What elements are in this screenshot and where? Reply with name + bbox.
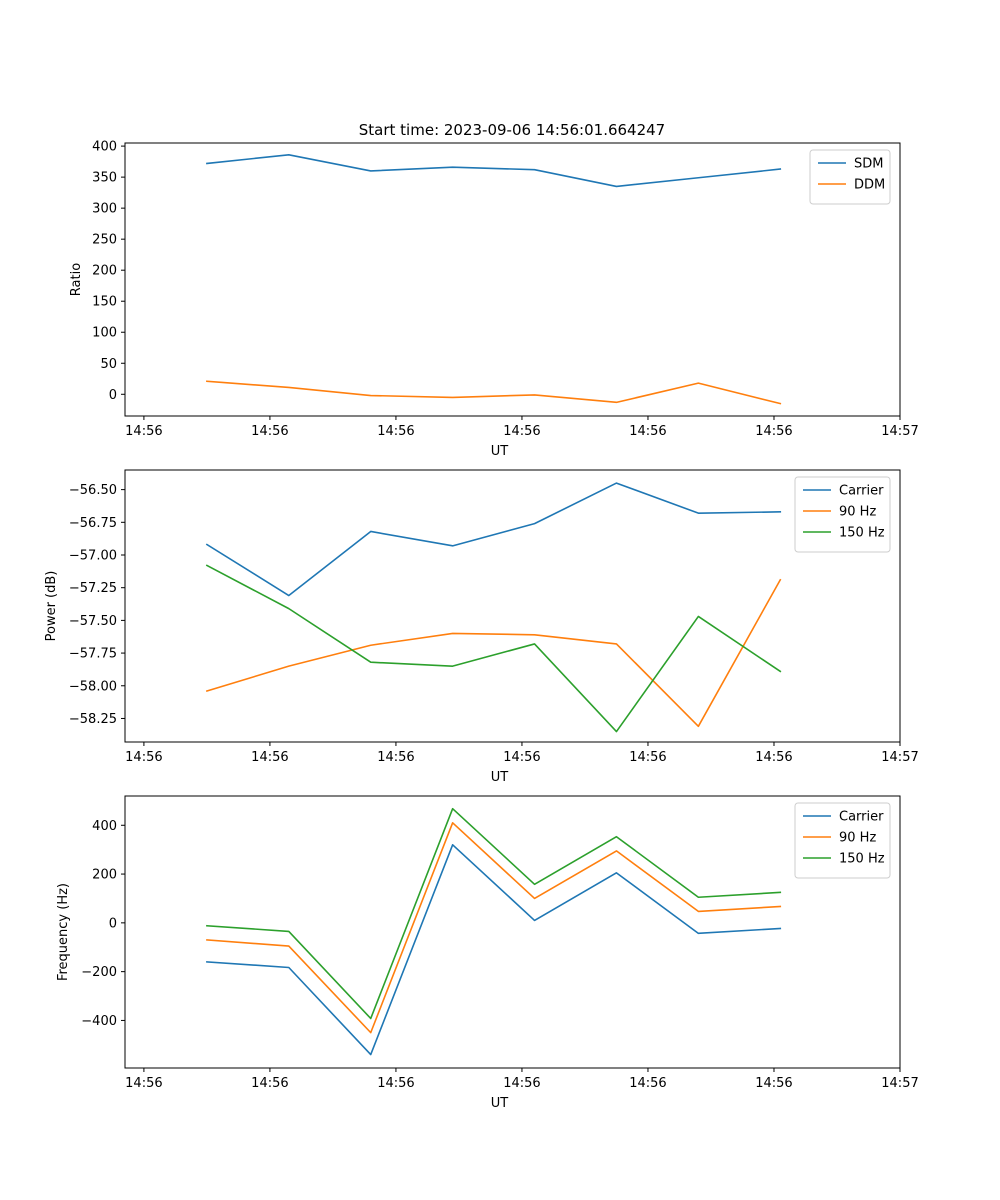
x-axis-label: UT: [491, 444, 509, 459]
y-axis-label: Power (dB): [44, 571, 59, 642]
ratio-panel: 14:56 14:56 14:56 14:56 14:56 14:56 14:57 0 50 10…: [69, 140, 919, 459]
legend: [794, 802, 891, 879]
y-tick-label: 400: [92, 140, 117, 155]
series-line-90-hz: [206, 822, 782, 1034]
y-tick-label: 250: [92, 233, 117, 248]
plot-frame: [124, 142, 901, 417]
power-panel: 14:56 14:56 14:56 14:56 14:56 14:56 14:57 −58.2…: [44, 469, 919, 785]
x-tick-label: 14:56: [125, 1076, 162, 1091]
x-tick-label: 14:56: [125, 750, 162, 765]
legend-label: DDM: [854, 178, 885, 193]
x-tick-label: 14:56: [629, 1076, 666, 1091]
y-tick-label: −57.50: [69, 614, 117, 629]
y-tick-label: −57.00: [69, 549, 117, 564]
x-tick-label: 14:56: [629, 750, 666, 765]
legend-label: Carrier: [839, 484, 884, 499]
series-line-carrier: [206, 843, 782, 1056]
plot-frame: [124, 795, 901, 1069]
y-tick-label: 150: [92, 295, 117, 310]
x-axis-label: UT: [491, 770, 509, 785]
y-tick-label: 50: [100, 357, 117, 372]
y-tick-label: −57.25: [69, 581, 117, 596]
y-axis-label: Ratio: [69, 263, 84, 296]
series-line-carrier: [205, 482, 782, 597]
y-tick-label: 300: [92, 202, 117, 217]
x-tick-label: 14:56: [755, 424, 792, 439]
x-tick-label: 14:56: [251, 424, 288, 439]
series-line-150-hz: [205, 564, 782, 733]
legend-label: SDM: [854, 157, 883, 172]
x-tick-label: 14:56: [251, 1076, 288, 1091]
y-tick-label: 200: [92, 868, 117, 883]
legend-label: 150 Hz: [839, 526, 885, 541]
x-tick-label: 14:56: [125, 424, 162, 439]
legend-label: Carrier: [839, 810, 884, 825]
figure-title: Start time: 2023-09-06 14:56:01.664247: [359, 121, 665, 139]
x-tick-label: 14:56: [377, 424, 414, 439]
y-tick-label: 0: [109, 388, 117, 403]
series-line-150-hz: [206, 807, 782, 1020]
series-line-ddm: [206, 380, 782, 405]
x-tick-label: 14:56: [755, 1076, 792, 1091]
x-tick-label: 14:56: [503, 750, 540, 765]
x-axis-label: UT: [491, 1096, 509, 1111]
legend-label: 150 Hz: [839, 852, 885, 867]
x-tick-label: 14:57: [881, 1076, 918, 1091]
frequency-panel: 14:56 14:56 14:56 14:56 14:56 14:56 14:57 −400 −…: [56, 795, 919, 1111]
x-tick-label: 14:57: [881, 750, 918, 765]
x-tick-label: 14:56: [629, 424, 666, 439]
y-axis-label: Frequency (Hz): [56, 883, 71, 981]
y-tick-label: 0: [109, 916, 117, 931]
y-tick-label: −57.75: [69, 647, 117, 662]
y-tick-label: −56.50: [69, 483, 117, 498]
y-tick-label: −200: [81, 965, 117, 980]
x-tick-label: 14:56: [503, 1076, 540, 1091]
series-line-90-hz: [205, 578, 782, 728]
legend-label: 90 Hz: [839, 505, 876, 520]
y-tick-label: −58.00: [69, 679, 117, 694]
legend-label: 90 Hz: [839, 831, 876, 846]
x-tick-label: 14:56: [377, 750, 414, 765]
y-tick-label: 400: [92, 819, 117, 834]
y-tick-label: 350: [92, 171, 117, 186]
x-tick-label: 14:56: [755, 750, 792, 765]
x-tick-label: 14:56: [377, 1076, 414, 1091]
x-tick-label: 14:56: [503, 424, 540, 439]
y-tick-label: −58.25: [69, 712, 117, 727]
legend: [794, 476, 891, 553]
x-tick-label: 14:56: [251, 750, 288, 765]
y-tick-label: −56.75: [69, 516, 117, 531]
y-tick-label: 100: [92, 326, 117, 341]
y-tick-label: 200: [92, 264, 117, 279]
x-tick-label: 14:57: [881, 424, 918, 439]
series-line-sdm: [206, 153, 782, 188]
y-tick-label: −400: [81, 1014, 117, 1029]
plot-frame: [124, 469, 901, 743]
